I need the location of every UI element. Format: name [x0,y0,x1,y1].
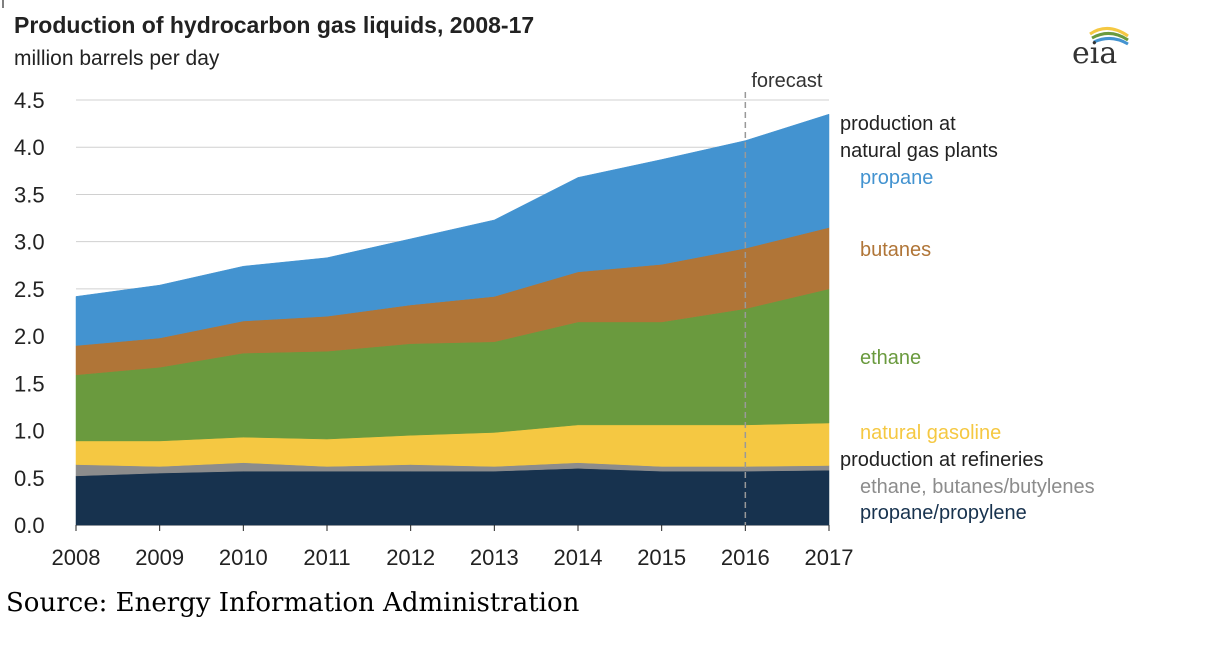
y-tick-label: 2.5 [14,277,45,302]
legend-label-natural-gasoline: natural gasoline [860,422,1001,444]
forecast-marker: forecast [744,70,823,525]
y-tick-label: 3.0 [14,230,45,255]
forecast-label: forecast [751,70,823,92]
legend: production at natural gas plants propane bu… [840,113,1095,524]
y-tick-label: 4.0 [14,135,45,160]
x-axis-ticks: 2008 2009 2010 2011 2012 2013 2014 2015 2016 2017 [52,525,854,570]
x-tick-label: 2014 [554,545,603,570]
stacked-areas [75,113,830,526]
legend-label-ethane-butanes-butylenes: ethane, butanes/butylenes [860,476,1095,498]
legend-label-ethane: ethane [860,347,921,369]
legend-label-propane: propane [860,167,933,189]
y-tick-label: 0.5 [14,466,45,491]
chart-title: Production of hydrocarbon gas liquids, 2… [14,12,534,38]
y-tick-label: 1.5 [14,371,45,396]
legend-header-plants: production at [840,113,956,135]
y-tick-label: 2.0 [14,324,45,349]
eia-logo-text: eia [1072,36,1117,71]
source-note: Source: Energy Information Administratio… [6,588,580,618]
area-propane [75,113,830,346]
y-tick-label: 4.5 [14,88,45,113]
x-tick-label: 2013 [470,545,519,570]
x-tick-label: 2011 [303,545,350,570]
x-tick-label: 2010 [219,545,268,570]
x-tick-label: 2015 [637,545,686,570]
y-axis-ticks: 0.0 0.5 1.0 1.5 2.0 2.5 3.0 3.5 4.0 4.5 [14,88,45,538]
y-tick-label: 1.0 [14,419,45,444]
eia-logo: eia [1072,27,1129,71]
x-tick-label: 2017 [805,545,854,570]
x-tick-label: 2016 [721,545,770,570]
x-tick-label: 2012 [386,545,435,570]
legend-header-plants: natural gas plants [840,140,998,162]
y-axis-label: million barrels per day [14,47,220,70]
legend-label-butanes: butanes [860,239,931,261]
legend-label-propane-propylene: propane/propylene [860,502,1027,524]
y-tick-label: 0.0 [14,513,45,538]
eia-logo-swoosh-icon [1089,27,1129,38]
x-tick-label: 2009 [135,545,184,570]
x-tick-label: 2008 [52,545,101,570]
area-propane-propylene [75,468,830,526]
y-tick-label: 3.5 [14,182,45,207]
legend-header-refineries: production at refineries [840,449,1043,471]
